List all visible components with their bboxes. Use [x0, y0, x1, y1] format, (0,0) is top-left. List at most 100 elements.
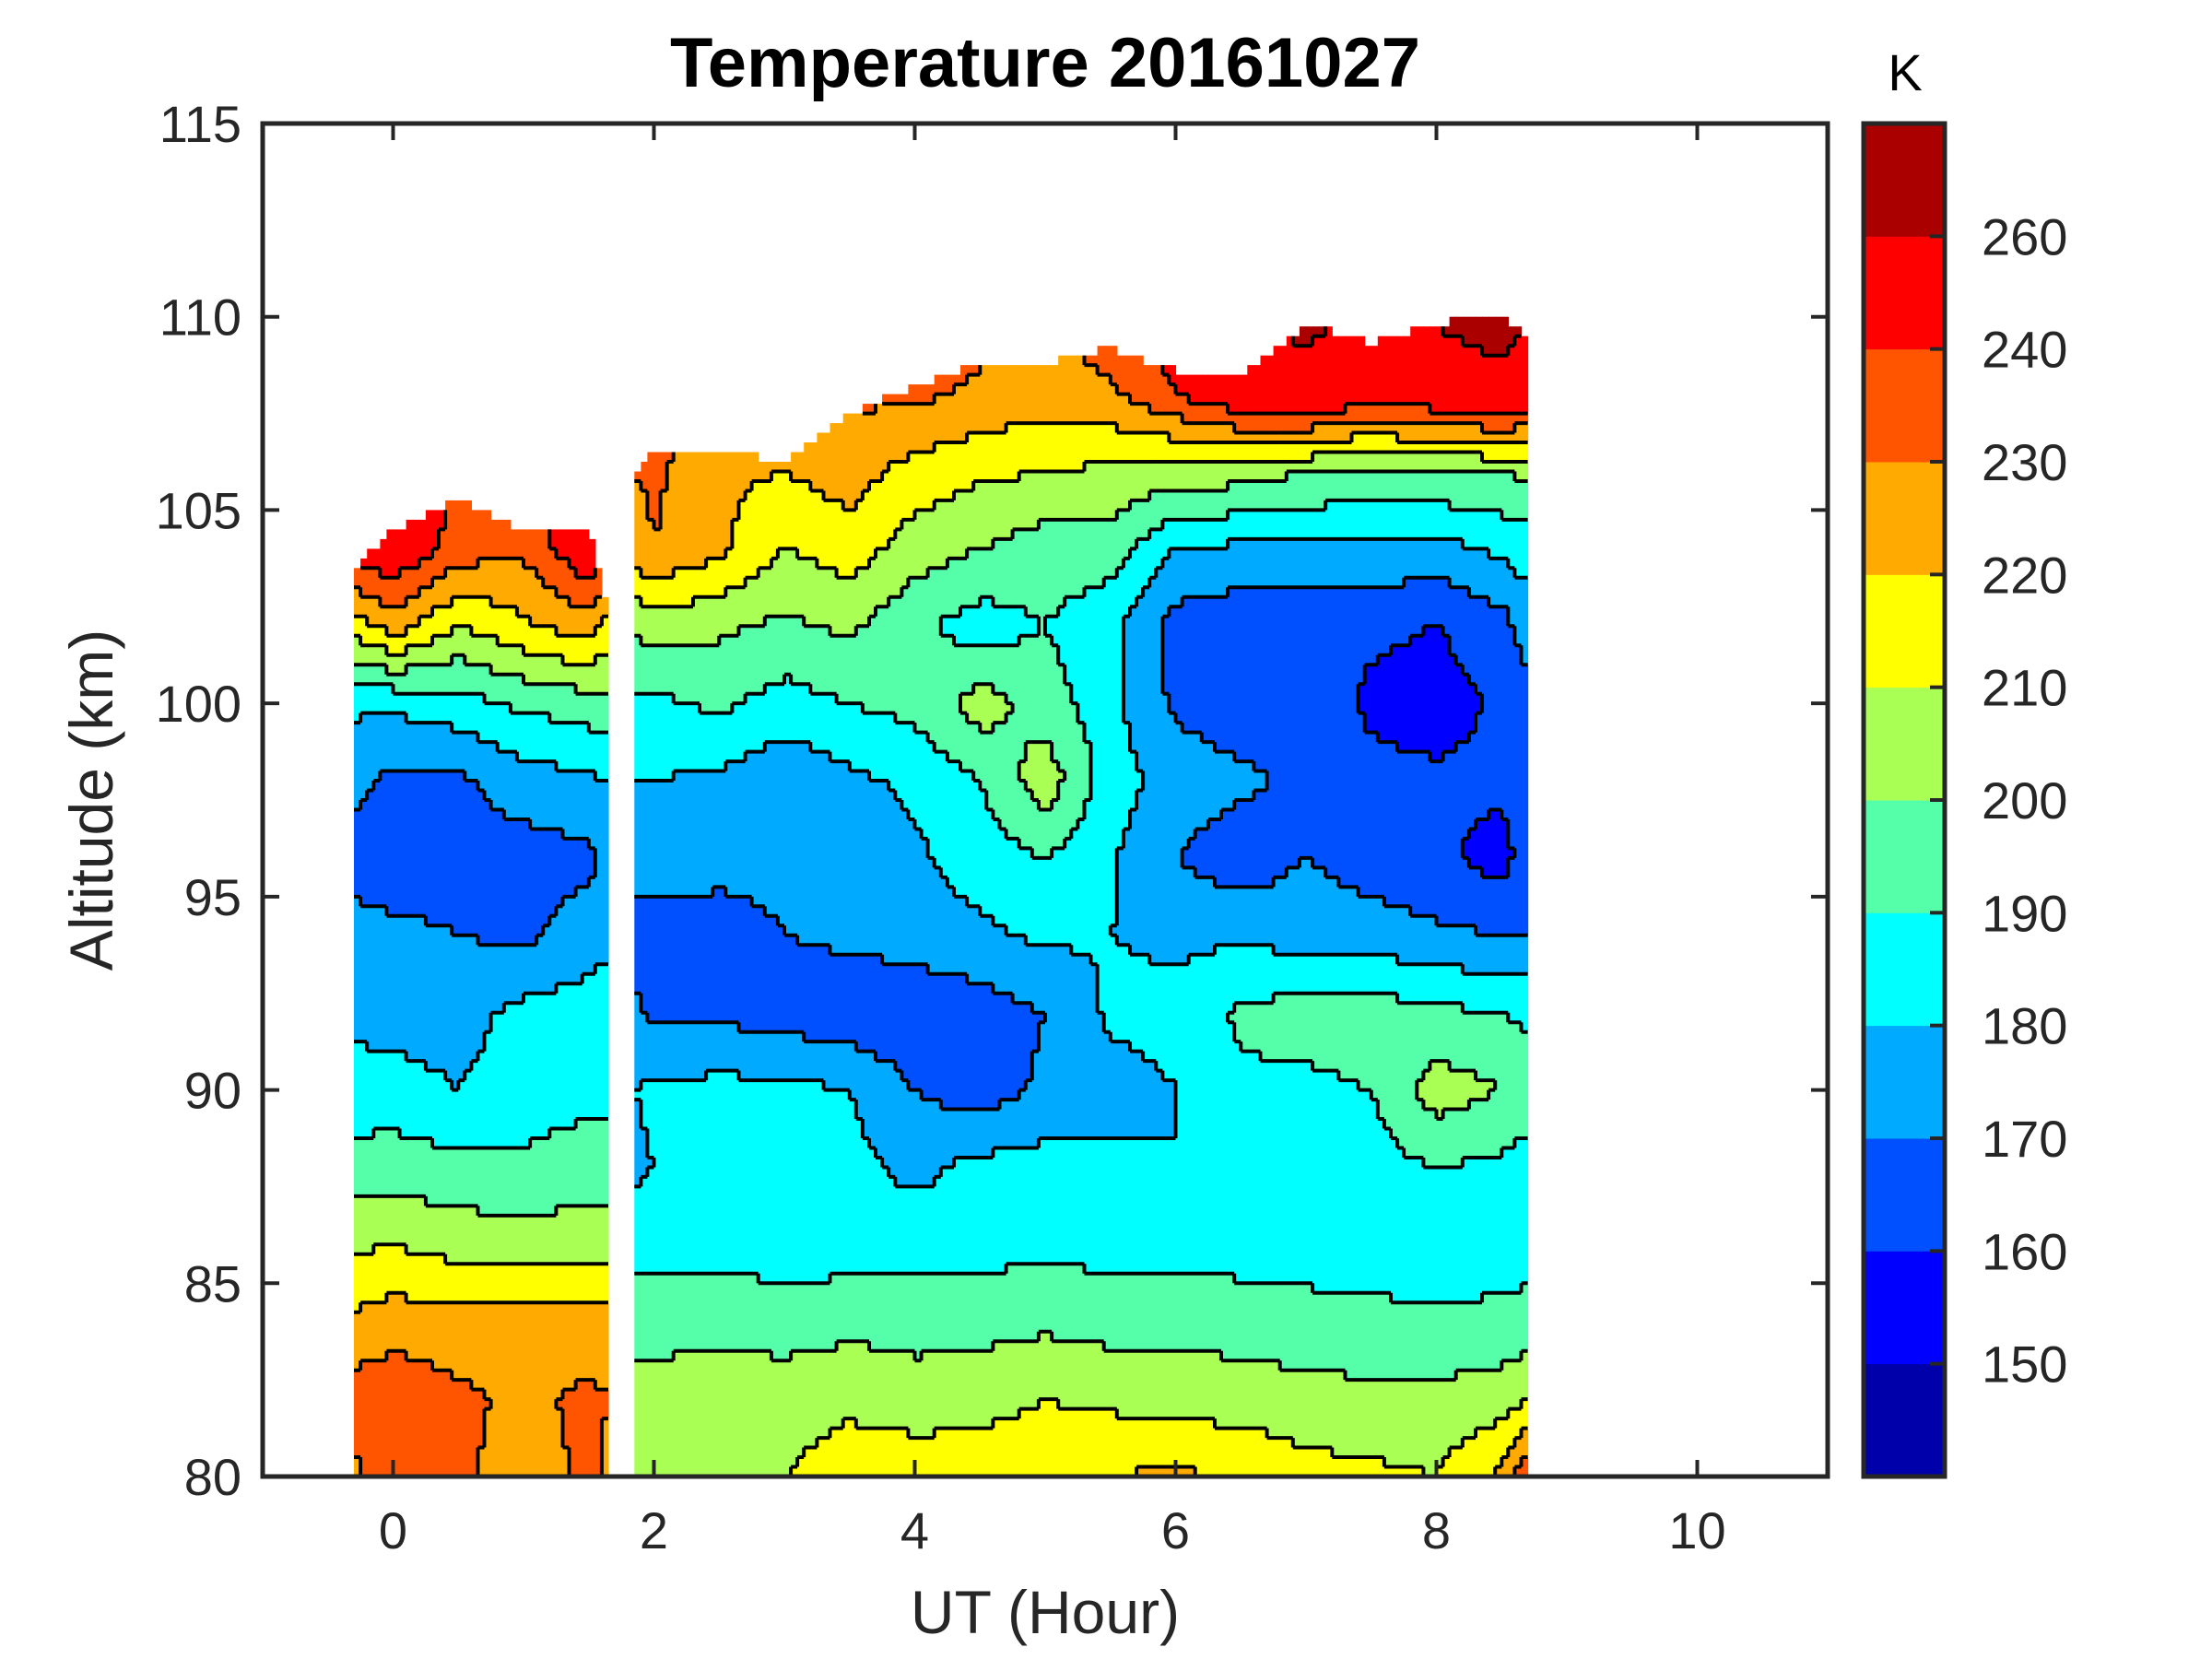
- contour-cell: [1123, 1138, 1131, 1275]
- contour-cell: [439, 693, 446, 724]
- contour-cell: [960, 606, 968, 646]
- contour-cell: [1312, 1447, 1320, 1477]
- contour-cell: [1169, 519, 1177, 549]
- contour-cell: [1417, 471, 1424, 501]
- contour-cell: [888, 1061, 896, 1178]
- contour-cell: [556, 529, 564, 559]
- contour-cell: [1156, 432, 1163, 463]
- contour-cell: [1162, 462, 1171, 492]
- contour-cell: [1521, 1350, 1529, 1400]
- contour-cell: [855, 413, 864, 501]
- contour-cell: [1031, 1408, 1040, 1477]
- contour-cell: [771, 471, 779, 559]
- contour-cell: [1299, 857, 1307, 956]
- contour-cell: [1495, 432, 1502, 443]
- contour-cell: [855, 954, 864, 1053]
- contour-cell: [536, 993, 544, 1139]
- contour-cell: [1391, 993, 1398, 1139]
- contour-cell: [673, 645, 681, 704]
- contour-cell: [497, 1302, 505, 1477]
- contour-cell: [1175, 374, 1183, 395]
- contour-cell: [1462, 1070, 1470, 1111]
- contour-cell: [484, 1031, 492, 1149]
- contour-cell: [947, 1109, 955, 1168]
- contour-cell: [999, 925, 1007, 994]
- contour-cell: [693, 703, 700, 772]
- contour-cell: [842, 954, 851, 1042]
- contour-cell: [1052, 645, 1059, 762]
- contour-cell: [367, 548, 374, 569]
- contour-cell: [594, 1206, 603, 1265]
- contour-cell: [445, 500, 453, 569]
- contour-cell: [1332, 1070, 1339, 1294]
- contour-cell: [1449, 335, 1457, 415]
- contour-cell: [797, 742, 805, 946]
- contour-cell: [641, 1273, 649, 1361]
- contour-cell: [1319, 326, 1326, 337]
- contour-cell: [791, 1350, 798, 1468]
- contour-cell: [1351, 471, 1359, 501]
- contour-cell: [1194, 829, 1203, 878]
- contour-cell: [1404, 751, 1411, 907]
- contour-cell: [771, 462, 779, 473]
- contour-cell: [1501, 471, 1509, 521]
- contour-cell: [634, 1089, 641, 1100]
- contour-cell: [1018, 635, 1027, 762]
- contour-cell: [1228, 1273, 1235, 1361]
- contour-cell: [1253, 1051, 1262, 1284]
- contour-cell: [445, 925, 453, 1081]
- contour-cell: [477, 1264, 486, 1303]
- contour-cell: [1077, 355, 1086, 424]
- contour-cell: [393, 606, 401, 637]
- colorbar-swatch: [1864, 687, 1945, 801]
- contour-cell: [1228, 423, 1235, 443]
- colorbar-tick-label: 180: [1982, 997, 2067, 1055]
- contour-cell: [432, 925, 440, 1072]
- contour-cell: [380, 665, 388, 685]
- contour-cell: [882, 1428, 889, 1477]
- contour-cell: [536, 1138, 544, 1217]
- contour-cell: [634, 693, 641, 782]
- contour-cell: [1514, 973, 1523, 1023]
- contour-cell: [1383, 654, 1392, 743]
- contour-cell: [914, 732, 923, 830]
- contour-cell: [1006, 538, 1014, 607]
- contour-cell: [849, 413, 857, 512]
- contour-cell: [1025, 742, 1033, 792]
- contour-cell: [1052, 848, 1059, 946]
- contour-cell: [980, 684, 987, 734]
- contour-cell: [1325, 452, 1333, 473]
- contour-cell: [445, 635, 453, 665]
- contour-cell: [901, 809, 910, 965]
- contour-cell: [1031, 616, 1040, 637]
- contour-cell: [1319, 413, 1326, 424]
- contour-cell: [530, 654, 537, 685]
- contour-cell: [1188, 732, 1196, 840]
- contour-cell: [432, 1206, 440, 1255]
- contour-cell: [452, 1147, 459, 1206]
- contour-cell: [582, 665, 590, 695]
- contour-cell: [927, 857, 935, 975]
- contour-cell: [1495, 413, 1502, 434]
- contour-cell: [1162, 558, 1171, 618]
- contour-cell: [862, 490, 870, 569]
- contour-cell: [1201, 1350, 1209, 1419]
- contour-cell: [510, 1264, 518, 1303]
- contour-cell: [732, 519, 740, 588]
- contour-cell: [530, 761, 537, 830]
- contour-cell: [425, 771, 433, 926]
- contour-cell: [823, 568, 831, 627]
- contour-cell: [1123, 355, 1131, 395]
- contour-cell: [712, 1070, 720, 1275]
- contour-cell: [1436, 626, 1444, 762]
- contour-cell: [1228, 1022, 1235, 1275]
- contour-cell: [1143, 1061, 1150, 1139]
- contour-cell: [432, 771, 440, 926]
- contour-cell: [556, 1206, 564, 1265]
- contour-cell: [1332, 471, 1339, 501]
- contour-cell: [986, 1428, 994, 1477]
- contour-cell: [895, 800, 902, 965]
- contour-cell: [497, 809, 505, 946]
- contour-cell: [993, 365, 1001, 434]
